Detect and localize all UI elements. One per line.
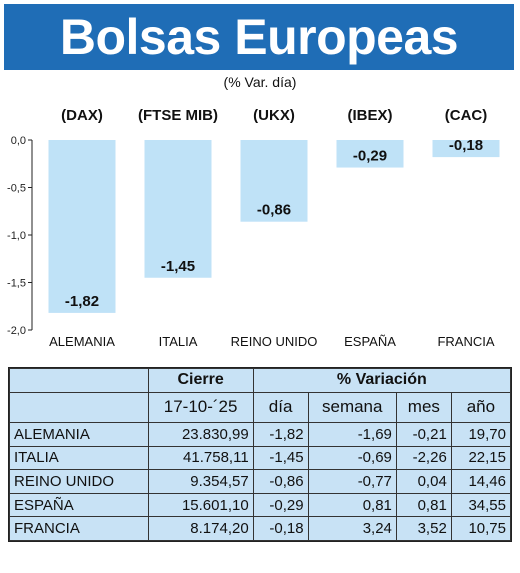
table-corner-sub <box>9 391 149 423</box>
y-tick-label: -0,5 <box>7 183 26 195</box>
cell-anio: 19,70 <box>450 421 512 447</box>
cell-anio: 10,75 <box>450 516 512 541</box>
table-row: ITALIA 41.758,11 -1,45 -0,69 -2,26 22,15 <box>9 445 512 471</box>
row-name: REINO UNIDO <box>9 469 149 494</box>
y-tick-label: -1,0 <box>7 230 26 242</box>
index-label: (UKX) <box>253 107 295 124</box>
cell-semana: -0,77 <box>307 469 397 494</box>
row-name: ITALIA <box>9 445 149 471</box>
cell-dia: -0,86 <box>252 469 309 494</box>
cell-mes: 3,52 <box>395 516 452 541</box>
cell-cierre: 15.601,10 <box>147 492 254 518</box>
cell-anio: 14,46 <box>450 469 512 494</box>
cell-mes: -2,26 <box>395 445 452 471</box>
table-row: ALEMANIA 23.830,99 -1,82 -1,69 -0,21 19,… <box>9 421 512 447</box>
cell-cierre: 41.758,11 <box>147 445 254 471</box>
col-anio: año <box>450 391 512 423</box>
y-tick-label: -1,5 <box>7 278 26 290</box>
category-label: ESPAÑA <box>344 334 396 349</box>
data-label: -1,45 <box>161 258 195 275</box>
cell-dia: -0,29 <box>252 492 309 518</box>
table-row: REINO UNIDO 9.354,57 -0,86 -0,77 0,04 14… <box>9 469 512 494</box>
bar <box>240 140 308 222</box>
cell-semana: 3,24 <box>307 516 397 541</box>
quotes-table: Cierre % Variación 17-10-´25 día semana … <box>8 367 512 542</box>
col-mes: mes <box>395 391 452 423</box>
category-label: REINO UNIDO <box>231 334 318 349</box>
index-label: (FTSE MIB) <box>138 107 218 124</box>
bar <box>336 140 404 168</box>
cell-semana: -0,69 <box>307 445 397 471</box>
cell-cierre: 9.354,57 <box>147 469 254 494</box>
table-corner <box>9 368 149 393</box>
cell-mes: 0,81 <box>395 492 452 518</box>
row-name: ESPAÑA <box>9 492 149 518</box>
cell-dia: -1,82 <box>252 421 309 447</box>
title-banner: Bolsas Europeas <box>4 4 514 70</box>
header-variacion: % Variación <box>252 368 512 393</box>
index-label: (DAX) <box>61 107 103 124</box>
data-label: -0,18 <box>449 137 483 154</box>
data-label: -1,82 <box>65 293 99 310</box>
cell-anio: 34,55 <box>450 492 512 518</box>
bar <box>48 140 116 313</box>
cell-semana: 0,81 <box>307 492 397 518</box>
y-tick-label: -2,0 <box>7 325 26 337</box>
data-label: -0,29 <box>353 148 387 165</box>
row-name: FRANCIA <box>9 516 149 541</box>
y-tick-label: 0,0 <box>11 135 26 147</box>
cell-semana: -1,69 <box>307 421 397 447</box>
cell-mes: -0,21 <box>395 421 452 447</box>
category-label: ALEMANIA <box>49 334 115 349</box>
table-row: ESPAÑA 15.601,10 -0,29 0,81 0,81 34,55 <box>9 492 512 518</box>
cell-dia: -1,45 <box>252 445 309 471</box>
data-label: -0,86 <box>257 202 291 219</box>
category-label: FRANCIA <box>437 334 494 349</box>
index-label: (IBEX) <box>348 107 393 124</box>
col-semana: semana <box>307 391 397 423</box>
bar-chart: 0,0 -0,5 -1,0 -1,5 -2,0 (DAX) -1,82 ALEMANIA (FT… <box>7 107 500 349</box>
cell-anio: 22,15 <box>450 445 512 471</box>
bar <box>144 140 212 278</box>
col-date: 17-10-´25 <box>147 391 254 423</box>
cell-cierre: 23.830,99 <box>147 421 254 447</box>
cell-cierre: 8.174,20 <box>147 516 254 541</box>
chart-subtitle: (% Var. día) <box>223 74 297 90</box>
header-cierre: Cierre <box>147 368 254 393</box>
table-row: FRANCIA 8.174,20 -0,18 3,24 3,52 10,75 <box>9 516 512 541</box>
row-name: ALEMANIA <box>9 421 149 447</box>
index-label: (CAC) <box>445 107 488 124</box>
page-title: Bolsas Europeas <box>59 9 459 65</box>
cell-mes: 0,04 <box>395 469 452 494</box>
col-dia: día <box>252 391 309 423</box>
bar <box>432 140 500 158</box>
cell-dia: -0,18 <box>252 516 309 541</box>
category-label: ITALIA <box>159 334 198 349</box>
